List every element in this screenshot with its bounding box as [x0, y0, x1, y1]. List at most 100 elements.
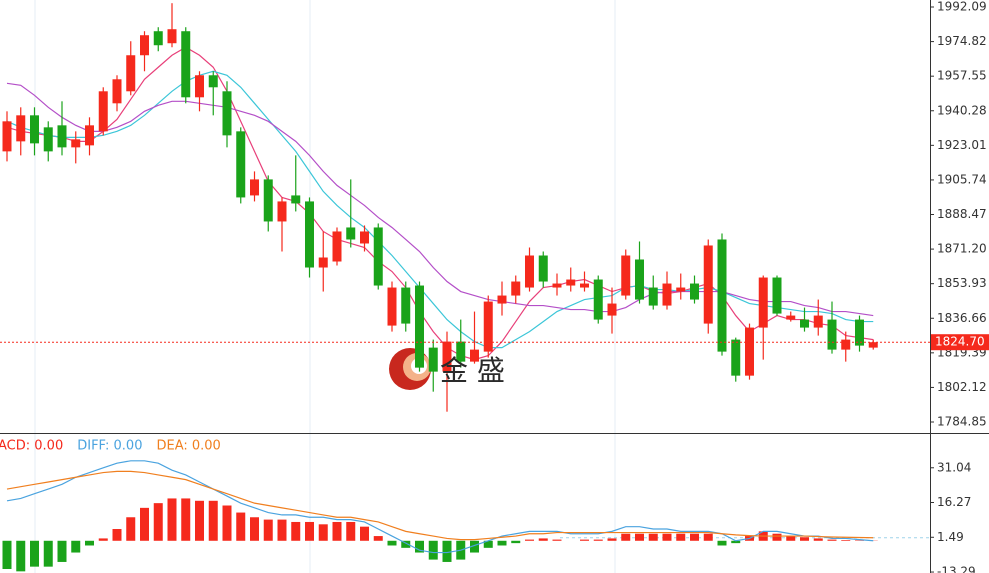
candle-body	[195, 75, 204, 98]
candle-body	[140, 35, 149, 56]
macd-bar	[222, 505, 232, 541]
macd-bar	[346, 521, 356, 541]
macd-bar	[57, 540, 67, 562]
candle-body	[800, 319, 809, 328]
macd-bar	[497, 540, 507, 546]
macd-bar	[43, 540, 53, 567]
last-price-label: 1824.70	[935, 335, 985, 349]
macd-line	[6, 470, 874, 541]
macd-bar	[2, 540, 12, 570]
candle-body	[387, 287, 397, 326]
macd-bar	[483, 540, 493, 548]
macd-bar	[511, 540, 521, 544]
y-tick-label: 1974.82	[937, 34, 987, 48]
candle-body	[43, 127, 53, 152]
candle-body	[71, 139, 81, 148]
candle-body	[621, 255, 631, 296]
candle-body	[525, 255, 534, 288]
candle-body	[360, 231, 369, 244]
macd-bar	[800, 537, 809, 541]
candle-body	[57, 125, 67, 148]
watermark: 金 盛	[440, 354, 505, 387]
macd-bar	[525, 539, 534, 541]
macd-bar	[167, 498, 177, 541]
candle-body	[593, 279, 603, 320]
y-tick-label: 1836.66	[937, 311, 987, 325]
macd-bar	[332, 521, 342, 541]
macd-bar	[786, 536, 796, 541]
candle-body	[153, 31, 163, 46]
candle-body	[580, 283, 589, 288]
candle-body	[731, 339, 741, 376]
macd-bar	[401, 540, 411, 548]
macd-bar	[277, 519, 287, 541]
candle-body	[401, 287, 411, 324]
macd-bar	[195, 500, 204, 541]
moving-average	[6, 46, 874, 361]
candle-body	[497, 295, 507, 304]
candle-body	[277, 201, 287, 222]
macd-line	[6, 460, 874, 554]
macd-bar	[318, 524, 328, 541]
candle-body	[346, 227, 356, 240]
candle-body	[758, 277, 768, 328]
macd-bar	[607, 538, 617, 541]
y-tick-label: -13.29	[937, 565, 976, 573]
candle-body	[827, 319, 837, 350]
macd-bar	[428, 540, 438, 560]
y-tick-label: 1784.85	[937, 415, 987, 429]
candle-body	[208, 75, 218, 88]
macd-bar	[470, 540, 479, 553]
macd-bar	[236, 512, 246, 541]
candle-body	[236, 131, 246, 198]
macd-bar	[360, 526, 369, 541]
candle-body	[30, 115, 39, 144]
candle-body	[772, 277, 782, 314]
candle-body	[263, 179, 273, 222]
candle-body	[222, 91, 232, 136]
candle-body	[373, 227, 383, 286]
macd-bar	[635, 533, 644, 541]
y-tick-label: 31.04	[937, 460, 971, 474]
candle-body	[662, 283, 672, 306]
macd-bar	[538, 538, 548, 541]
macd-bar	[98, 538, 108, 541]
macd-bar	[263, 519, 273, 541]
candle-body	[428, 347, 438, 372]
macd-bar	[250, 517, 259, 541]
macd-bar	[30, 540, 39, 567]
candle-body	[676, 287, 686, 292]
candle-body	[855, 319, 864, 346]
macd-bar	[690, 533, 699, 541]
macd-bar	[16, 540, 26, 572]
macd-bar	[373, 536, 383, 541]
candle-body	[112, 79, 122, 104]
y-tick-label: 1940.28	[937, 103, 987, 117]
macd-bar	[85, 540, 94, 546]
candle-body	[552, 283, 562, 288]
legend-entry: DIFF: 0.00	[77, 439, 142, 454]
candle-body	[538, 255, 548, 282]
candle-body	[868, 342, 878, 348]
macd-bar	[208, 500, 218, 541]
y-tick-label: 1905.74	[937, 172, 987, 186]
candle-body	[250, 179, 259, 196]
macd-bar	[648, 533, 658, 541]
legend-entry: ACD: 0.00	[0, 439, 63, 454]
macd-bar	[442, 540, 452, 562]
y-tick-label: 1888.47	[937, 207, 987, 221]
candle-body	[291, 195, 301, 204]
candle-body	[745, 327, 754, 376]
macd-bar	[305, 521, 314, 541]
macd-bar	[291, 521, 301, 541]
candle-body	[813, 315, 823, 328]
candle-body	[566, 279, 576, 286]
candle-body	[305, 201, 314, 268]
candle-body	[717, 239, 727, 352]
macd-bar	[662, 533, 672, 541]
candle-body	[181, 31, 191, 98]
macd-bar	[593, 539, 603, 541]
macd-bar	[676, 533, 686, 541]
legend-entry: DEA: 0.00	[156, 439, 220, 454]
